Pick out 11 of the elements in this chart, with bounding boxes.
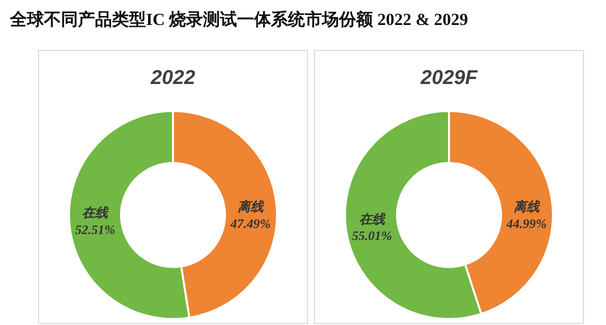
chart-title: 全球不同产品类型IC 烧录测试一体系统市场份额 2022 & 2029 (10, 9, 468, 31)
slice-label: 离线 (514, 199, 541, 214)
chart-subtitle: 2022 (150, 67, 196, 90)
data-label: 55.01% (352, 228, 392, 244)
slice-label: 在线 (82, 205, 110, 220)
data-label: 52.51% (75, 222, 116, 238)
data-label: 47.49% (229, 216, 271, 231)
slice-label: 在线 (358, 211, 386, 226)
chart-subtitle: 2029F (420, 67, 478, 90)
data-label: 44.99% (505, 216, 547, 231)
slice-label: 离线 (238, 199, 265, 214)
